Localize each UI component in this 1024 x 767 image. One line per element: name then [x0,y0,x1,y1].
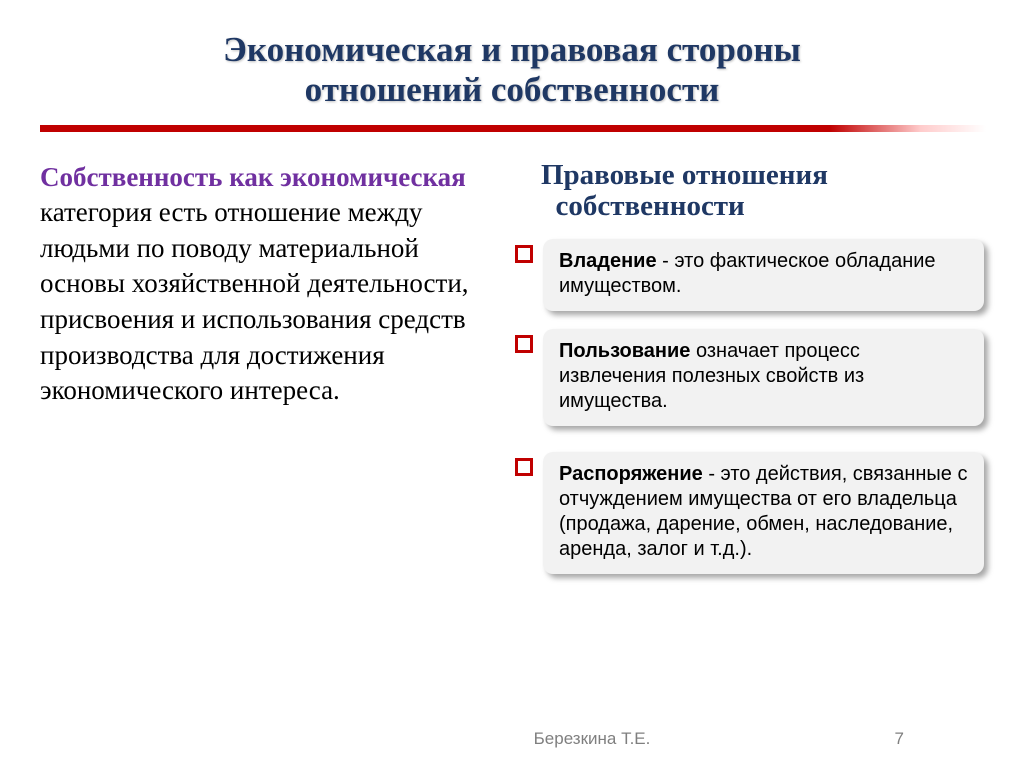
square-bullet-icon [515,335,533,353]
right-heading-l2: собственности [556,190,745,222]
footer-page-number: 7 [895,729,904,749]
definition-box-1: Владение - это фактическое обладание иму… [543,239,984,311]
content-columns: Собственность как экономическая категори… [40,160,984,593]
footer-author: Березкина Т.Е. [534,729,651,749]
left-column: Собственность как экономическая категори… [40,160,485,593]
term-2: Пользование [559,340,690,362]
slide-title: Экономическая и правовая стороны отношен… [40,30,984,111]
right-item-2: Пользование означает процесс извлечения … [515,329,984,426]
right-item-1: Владение - это фактическое обладание иму… [515,239,984,311]
title-line-2: отношений собственности [305,70,720,109]
red-divider [40,125,984,132]
term-3: Распоряжение [559,463,703,485]
title-line-1: Экономическая и правовая стороны [223,30,801,69]
right-heading: Правовые отношения собственности [515,160,984,224]
slide-footer: Березкина Т.Е. 7 [0,729,1024,749]
square-bullet-icon [515,458,533,476]
slide: Экономическая и правовая стороны отношен… [0,0,1024,767]
definition-box-2: Пользование означает процесс извлечения … [543,329,984,426]
right-heading-l1: Правовые отношения [541,159,828,191]
title-underline [40,125,984,132]
left-paragraph: Собственность как экономическая категори… [40,160,485,409]
term-1: Владение [559,250,657,272]
right-item-3: Распоряжение - это действия, связанные с… [515,452,984,574]
left-body: категория есть отношение между людьми по… [40,197,469,405]
square-bullet-icon [515,245,533,263]
right-column: Правовые отношения собственности Владени… [515,160,984,593]
left-lead: Собственность как экономическая [40,162,466,192]
definition-box-3: Распоряжение - это действия, связанные с… [543,452,984,574]
